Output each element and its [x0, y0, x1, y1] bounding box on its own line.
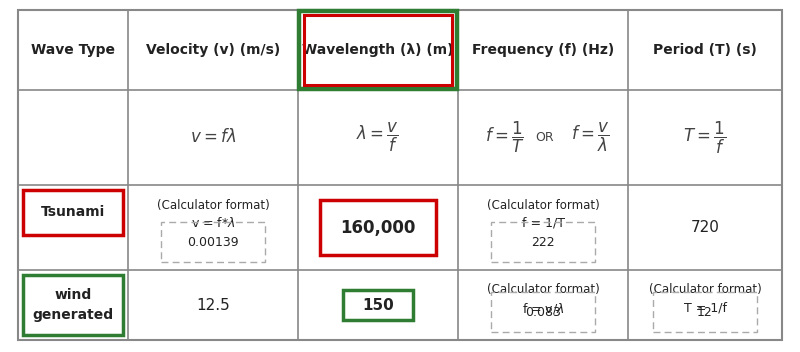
Text: Wave Type: Wave Type — [31, 43, 115, 57]
Text: Velocity (v) (m/s): Velocity (v) (m/s) — [146, 43, 280, 57]
Text: 12: 12 — [697, 306, 713, 319]
Text: Frequency (f) (Hz): Frequency (f) (Hz) — [472, 43, 614, 57]
Text: (Calculator format): (Calculator format) — [486, 199, 599, 212]
Text: v = f*$\lambda$: v = f*$\lambda$ — [190, 216, 235, 230]
Text: Tsunami: Tsunami — [41, 206, 105, 220]
Text: $f = \dfrac{v}{\lambda}$: $f = \dfrac{v}{\lambda}$ — [571, 121, 609, 154]
Text: f = v/$\lambda$: f = v/$\lambda$ — [522, 301, 564, 315]
Bar — [320, 200, 436, 255]
Bar — [23, 275, 123, 335]
Text: Period (T) (s): Period (T) (s) — [653, 43, 757, 57]
Bar — [343, 290, 413, 320]
Text: f = 1/T: f = 1/T — [522, 216, 565, 230]
Text: generated: generated — [33, 308, 114, 322]
Text: 0.083: 0.083 — [525, 306, 561, 319]
Text: (Calculator format): (Calculator format) — [157, 199, 270, 212]
Text: $f = \dfrac{1}{T}$: $f = \dfrac{1}{T}$ — [486, 120, 525, 155]
Bar — [491, 222, 595, 262]
Text: 222: 222 — [531, 235, 555, 249]
Text: $v = f\lambda$: $v = f\lambda$ — [190, 128, 236, 146]
Text: 160,000: 160,000 — [340, 219, 416, 237]
Text: 12.5: 12.5 — [196, 297, 230, 313]
Text: 150: 150 — [362, 297, 394, 313]
Text: 0.00139: 0.00139 — [187, 235, 239, 249]
Bar — [304, 15, 452, 85]
Bar — [491, 292, 595, 332]
Text: $T = \dfrac{1}{f}$: $T = \dfrac{1}{f}$ — [683, 119, 726, 156]
Bar — [653, 292, 757, 332]
Bar — [161, 222, 265, 262]
Bar — [299, 11, 457, 89]
Text: (Calculator format): (Calculator format) — [486, 283, 599, 296]
Text: 720: 720 — [690, 220, 719, 235]
Text: T = 1/f: T = 1/f — [683, 302, 726, 314]
Text: wind: wind — [54, 288, 92, 302]
Text: (Calculator format): (Calculator format) — [649, 283, 762, 296]
Text: $\lambda = \dfrac{v}{f}$: $\lambda = \dfrac{v}{f}$ — [357, 121, 399, 154]
Text: OR: OR — [536, 131, 554, 144]
Text: Wavelength (λ) (m): Wavelength (λ) (m) — [302, 43, 454, 57]
Bar — [23, 190, 123, 235]
